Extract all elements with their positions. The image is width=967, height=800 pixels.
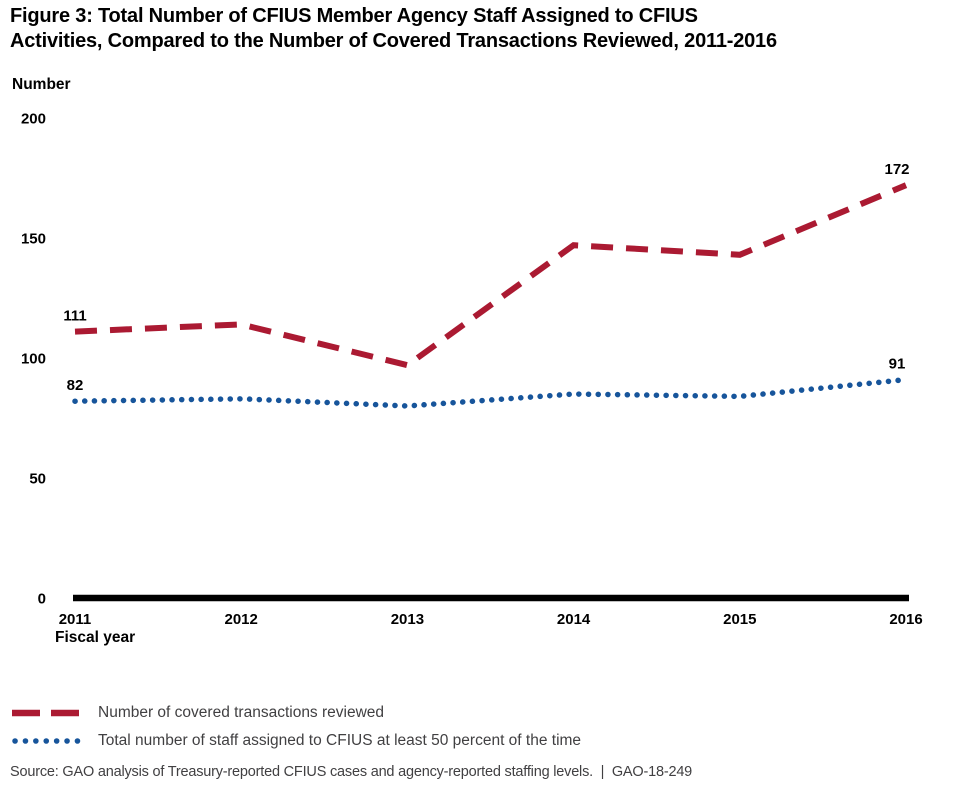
figure-title-line1: Figure 3: Total Number of CFIUS Member A… [10, 5, 698, 27]
y-tick-label: 50 [29, 471, 46, 488]
figure-title-line2: Activities, Compared to the Number of Co… [10, 29, 777, 52]
y-tick-label: 0 [38, 591, 46, 608]
x-axis-title: Fiscal year [55, 629, 136, 646]
data-point-label: 91 [889, 356, 906, 373]
chart-legend: Number of covered transactions reviewed … [12, 699, 952, 755]
data-point-label: 172 [884, 161, 909, 178]
legend-label-transactions: Number of covered transactions reviewed [98, 704, 385, 721]
data-point-label: 111 [63, 308, 86, 325]
data-point-label: 82 [67, 377, 84, 394]
x-tick-label: 2015 [723, 611, 756, 628]
y-tick-label: 200 [21, 111, 46, 128]
x-tick-label: 2014 [557, 611, 591, 628]
red-dashed-line-swatch [12, 709, 80, 717]
y-axis-title: Number [12, 76, 71, 93]
x-tick-label: 2012 [225, 611, 258, 628]
figure-title: Figure 3: Total Number of CFIUS Member A… [10, 4, 777, 53]
source-note: Source: GAO analysis of Treasury-reporte… [10, 764, 693, 780]
series-line-transactions [74, 182, 908, 369]
x-tick-label: 2011 [59, 611, 92, 628]
legend-item-transactions: Number of covered transactions reviewed [12, 699, 952, 727]
legend-item-staff: Total number of staff assigned to CFIUS … [12, 727, 952, 755]
y-tick-label: 100 [21, 351, 46, 368]
line-chart: 0 50 100 150 200 2011 2012 2013 2014 2015 2016 111 1… [21, 111, 923, 629]
legend-label-staff: Total number of staff assigned to CFIUS … [98, 732, 582, 749]
blue-dotted-line-swatch [12, 738, 82, 744]
x-tick-label: 2016 [889, 611, 922, 628]
series-line-staff [72, 376, 909, 409]
y-tick-label: 150 [21, 231, 46, 248]
x-tick-label: 2013 [391, 611, 424, 628]
